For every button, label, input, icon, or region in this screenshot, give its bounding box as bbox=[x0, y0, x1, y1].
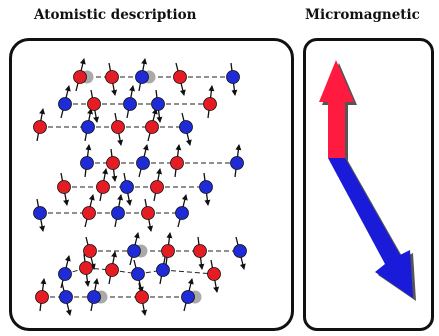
atom-site-icon bbox=[230, 156, 244, 170]
macrospin-arrow-icon bbox=[319, 60, 354, 158]
atom-site-icon bbox=[58, 97, 72, 111]
atom-site-icon bbox=[226, 70, 240, 84]
atom-site-icon bbox=[203, 97, 217, 111]
atom-site-icon bbox=[175, 206, 189, 220]
atom-site-icon bbox=[193, 244, 207, 258]
atom-site-icon bbox=[135, 290, 149, 304]
atom-site-icon bbox=[123, 97, 137, 111]
atom-site-icon bbox=[135, 70, 149, 84]
atom-site-icon bbox=[33, 120, 47, 134]
atom-site-icon bbox=[151, 97, 165, 111]
atom-site-icon bbox=[170, 156, 184, 170]
atom-site-icon bbox=[80, 156, 94, 170]
atom-site-icon bbox=[141, 206, 155, 220]
atom-site-icon bbox=[156, 263, 170, 277]
atom-site-icon bbox=[87, 97, 101, 111]
atom-site-icon bbox=[131, 267, 145, 281]
atom-site-icon bbox=[83, 244, 97, 258]
atom-site-icon bbox=[57, 180, 71, 194]
atom-site-icon bbox=[96, 180, 110, 194]
bond-line bbox=[162, 269, 215, 275]
atomistic-title: Atomistic description bbox=[34, 7, 197, 23]
atom-site-icon bbox=[73, 70, 87, 84]
atom-site-icon bbox=[127, 244, 141, 258]
atom-site-icon bbox=[179, 120, 193, 134]
atom-site-icon bbox=[35, 290, 49, 304]
atom-site-icon bbox=[150, 180, 164, 194]
atom-site-icon bbox=[161, 244, 175, 258]
atom-site-icon bbox=[82, 206, 96, 220]
atom-site-icon bbox=[106, 156, 120, 170]
micromagnetic-title: Micromagnetic bbox=[305, 7, 420, 23]
atom-site-icon bbox=[145, 120, 159, 134]
atom-site-icon bbox=[81, 120, 95, 134]
atom-site-icon bbox=[79, 261, 93, 275]
atom-site-icon bbox=[59, 290, 73, 304]
atom-site-icon bbox=[207, 267, 221, 281]
atom-site-icon bbox=[136, 156, 150, 170]
atom-site-icon bbox=[87, 290, 101, 304]
atom-site-icon bbox=[120, 180, 134, 194]
macrospin-arrow-icon bbox=[328, 158, 413, 298]
atom-site-icon bbox=[111, 120, 125, 134]
atom-site-icon bbox=[33, 206, 47, 220]
atom-site-icon bbox=[181, 290, 195, 304]
atom-site-icon bbox=[58, 267, 72, 281]
atom-site-icon bbox=[233, 244, 247, 258]
atom-site-icon bbox=[111, 206, 125, 220]
atom-site-icon bbox=[105, 263, 119, 277]
atom-site-icon bbox=[173, 70, 187, 84]
atom-site-icon bbox=[105, 70, 119, 84]
atom-site-icon bbox=[199, 180, 213, 194]
